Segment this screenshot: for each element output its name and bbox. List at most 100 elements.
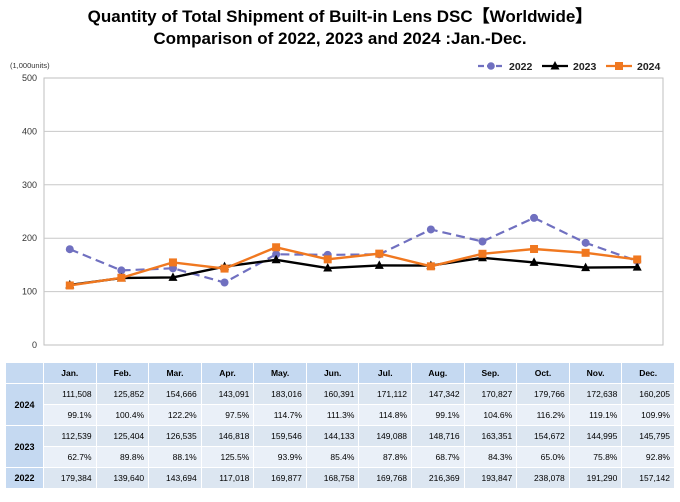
- month-header: Oct.: [516, 362, 570, 384]
- yoy-percent-cell: 109.9%: [621, 404, 675, 426]
- shipment-value-cell: 144,995: [568, 425, 623, 447]
- shipment-value-cell: 154,672: [516, 425, 570, 447]
- point-2024: [117, 273, 126, 282]
- y-tick-label: 400: [22, 126, 37, 136]
- yoy-percent-cell: 97.5%: [200, 404, 255, 426]
- series-line-2022: [69, 216, 638, 284]
- shipment-value-cell: 172,638: [568, 383, 623, 405]
- point-2022: [426, 225, 435, 234]
- y-tick-label: 500: [22, 73, 37, 83]
- month-header: Jul.: [358, 362, 413, 384]
- point-2024: [530, 245, 539, 254]
- yoy-percent-cell: 100.4%: [95, 404, 150, 426]
- shipment-value-cell: 171,112: [358, 383, 413, 405]
- legend-marker-2024: [615, 62, 623, 70]
- table-row-percent: 99.1% 100.4% 122.2% 97.5% 114.7% 111.3% 114.8%…: [6, 404, 675, 426]
- month-header: Jan.: [43, 362, 97, 384]
- yoy-percent-cell: 116.2%: [516, 404, 570, 426]
- yoy-percent-cell: 68.7%: [411, 446, 465, 468]
- yoy-percent-cell: 85.4%: [305, 446, 360, 468]
- shipment-value-cell: 160,391: [305, 383, 360, 405]
- table-row: 2022 179,384 139,640 143,694 117,018 169,877 1…: [5, 467, 675, 489]
- y-unit-label: (1,000units): [10, 61, 50, 70]
- title-line-2: Comparison of 2022, 2023 and 2024 :Jan.-…: [153, 29, 527, 48]
- yoy-percent-cell: 92.8%: [621, 446, 675, 468]
- shipment-value-cell: 159,546: [253, 425, 307, 447]
- point-2023: [529, 257, 539, 266]
- y-tick-label: 300: [22, 180, 37, 190]
- shipment-value-cell: 144,133: [305, 425, 360, 447]
- point-2023: [323, 263, 333, 272]
- yoy-percent-cell: 122.2%: [148, 404, 202, 426]
- month-header: Feb.: [95, 362, 150, 384]
- yoy-percent-cell: 75.8%: [568, 446, 623, 468]
- shipment-value-cell: 146,818: [200, 425, 255, 447]
- month-header: Dec.: [621, 362, 675, 384]
- shipment-value-cell: 179,384: [43, 467, 97, 489]
- yoy-percent-cell: 114.7%: [253, 404, 307, 426]
- yoy-percent-cell: 104.6%: [463, 404, 518, 426]
- yoy-percent-cell: 125.5%: [200, 446, 255, 468]
- shipment-value-cell: 169,768: [358, 467, 413, 489]
- shipment-value-cell: 154,666: [148, 383, 202, 405]
- yoy-percent-cell: 93.9%: [253, 446, 307, 468]
- yoy-percent-cell: 114.8%: [358, 404, 413, 426]
- shipment-value-cell: 147,342: [411, 383, 465, 405]
- point-2022: [272, 250, 281, 259]
- yoy-percent-cell: 84.3%: [463, 446, 518, 468]
- table-corner: [5, 362, 44, 384]
- month-header: Mar.: [148, 362, 202, 384]
- month-header: Nov.: [568, 362, 623, 384]
- point-2023: [374, 260, 384, 269]
- legend-marker-2023: [550, 61, 560, 70]
- shipment-value-cell: 149,088: [358, 425, 413, 447]
- chart-title: Quantity of Total Shipment of Built-in L…: [0, 6, 680, 50]
- shipment-value-cell: 169,877: [253, 467, 307, 489]
- legend-label-2024: 2024: [637, 61, 661, 73]
- shipment-value-cell: 143,694: [148, 467, 202, 489]
- series-line-2023: [69, 256, 638, 287]
- y-tick-label: 0: [32, 340, 37, 350]
- table-header-row: Jan. Feb. Mar. Apr. May. Jun. Jul. Aug. Sep. Oct.…: [5, 362, 675, 384]
- yoy-percent-cell: 62.7%: [43, 446, 97, 468]
- yoy-percent-cell: 87.8%: [358, 446, 413, 468]
- month-header: May.: [253, 362, 307, 384]
- shipment-value-cell: 238,078: [516, 467, 570, 489]
- month-header: Apr.: [200, 362, 255, 384]
- shipment-value-cell: 112,539: [43, 425, 97, 447]
- table-row: 2023 112,539 125,404 126,535 146,818 159,546 1…: [5, 425, 675, 468]
- point-2024: [323, 255, 332, 264]
- point-2022: [220, 278, 229, 287]
- shipment-value-cell: 216,369: [411, 467, 465, 489]
- yoy-percent-cell: 99.1%: [43, 404, 97, 426]
- yoy-percent-cell: 88.1%: [148, 446, 202, 468]
- shipment-value-cell: 148,716: [411, 425, 465, 447]
- yoy-percent-cell: 89.8%: [95, 446, 150, 468]
- point-2024: [581, 248, 590, 257]
- shipment-value-cell: 183,016: [253, 383, 307, 405]
- shipment-value-cell: 125,852: [95, 383, 150, 405]
- point-2024: [65, 281, 74, 290]
- month-header: Aug.: [411, 362, 465, 384]
- legend-marker-2022: [487, 62, 495, 70]
- year-label: 2023: [5, 425, 44, 468]
- legend-label-2023: 2023: [573, 61, 597, 73]
- shipment-value-cell: 179,766: [516, 383, 570, 405]
- shipment-value-cell: 125,404: [95, 425, 150, 447]
- series-line-2024: [69, 246, 638, 287]
- point-2024: [478, 249, 487, 258]
- point-2022: [117, 266, 126, 275]
- point-2024: [426, 262, 435, 271]
- shipment-value-cell: 145,795: [621, 425, 675, 447]
- point-2024: [168, 258, 177, 267]
- yoy-percent-cell: 65.0%: [516, 446, 570, 468]
- year-label: 2022: [5, 467, 44, 489]
- shipment-value-cell: 117,018: [200, 467, 255, 489]
- month-header: Jun.: [305, 362, 360, 384]
- point-2024: [375, 249, 384, 258]
- legend-label-2022: 2022: [509, 61, 533, 73]
- point-2023: [632, 262, 642, 271]
- point-2022: [478, 237, 487, 246]
- point-2024: [220, 264, 229, 273]
- data-table: Jan. Feb. Mar. Apr. May. Jun. Jul. Aug. Sep. Oct.…: [5, 362, 675, 489]
